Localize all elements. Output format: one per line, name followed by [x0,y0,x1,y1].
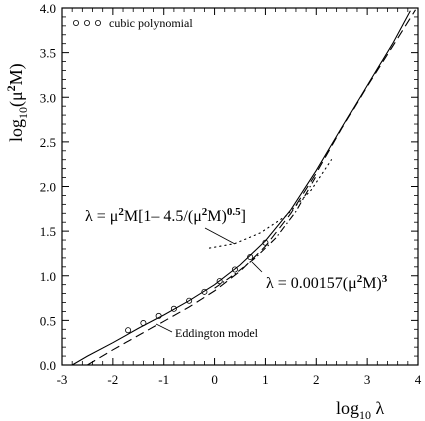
legend: cubic polynomial [73,16,193,30]
x-tick-label: 0 [211,372,218,387]
formula1-lhs: λ = μ [85,208,118,225]
formula1-mid: M[1– 4.5/(μ [124,208,202,225]
legend-marker [95,19,102,26]
series-line-dash-dot [214,175,317,289]
x-tick-label: -2 [107,372,118,387]
annotation-formula-2: λ = 0.00157(μ2M)3 [266,273,388,292]
data-point [170,305,177,312]
tick-labels: -3 -2 -1 0 1 2 3 4 0.0 0.5 1.0 1.5 2.0 2.5 3.0 3.5 4.0 [40,1,422,387]
annotation-eddington: Eddington model [175,326,259,340]
y-tick-label: 2.0 [40,180,56,195]
formula2-sup2: 3 [382,273,388,285]
data-point [186,297,193,304]
y-tick-label: 1.0 [40,269,56,284]
formula1-sup3: 0.5 [227,206,241,218]
y-tick-label: 4.0 [40,1,56,16]
x-axis-title-sub: 10 [359,408,371,421]
annotation-formula-1: λ = μ2M[1– 4.5/(μ2M)0.5] [85,206,246,225]
x-axis-title-base: log [336,398,359,418]
y-tick-label: 0.0 [40,358,56,373]
legend-marker [73,19,80,26]
y-axis-title: log10(μ2M) [4,63,30,142]
plot-frame [61,7,419,366]
formula2-leader [251,261,263,273]
formula1-sup2: 2 [202,206,208,218]
legend-label: cubic polynomial [109,16,193,30]
y-axis-title-base: log [6,119,26,142]
x-tick-label: 3 [364,372,371,387]
series-layer [71,9,416,366]
eddington-leader [155,323,173,333]
y-tick-label: 2.5 [40,135,56,150]
axis-ticks [61,7,419,366]
y-tick-label: 0.5 [40,313,56,328]
series-line-dashed [87,9,416,366]
data-point [231,266,238,273]
formula2-mid: M) [362,275,382,292]
y-tick-label: 3.5 [40,46,56,61]
data-point [216,278,223,285]
y-axis-title-sup: 2 [4,85,18,91]
y-axis-title-paren: (μ [6,91,27,107]
x-axis-title-symbol: λ [371,398,385,418]
formula1-sup1: 2 [118,206,124,218]
data-point [201,288,208,295]
x-tick-label: 4 [415,372,422,387]
y-axis-title-tail: M) [6,63,27,85]
formula1-leader [204,227,236,245]
y-tick-label: 3.0 [40,90,56,105]
formula2-lhs: λ = 0.00157(μ [266,275,357,292]
y-axis-title-sub: 10 [16,107,30,119]
series-line-solid [71,10,411,366]
series-line-dotted [208,159,333,249]
legend-marker [84,19,91,26]
formula1-mid2: M) [207,208,227,225]
data-point [247,254,254,261]
x-tick-label: -1 [158,372,169,387]
x-axis-title: log10 λ [336,398,385,421]
x-tick-label: 2 [313,372,320,387]
formula1-end: ] [241,208,246,225]
formula2-sup1: 2 [357,273,363,285]
x-tick-label: 1 [262,372,269,387]
data-point [125,327,132,334]
x-tick-label: -3 [57,372,68,387]
y-tick-label: 1.5 [40,224,56,239]
